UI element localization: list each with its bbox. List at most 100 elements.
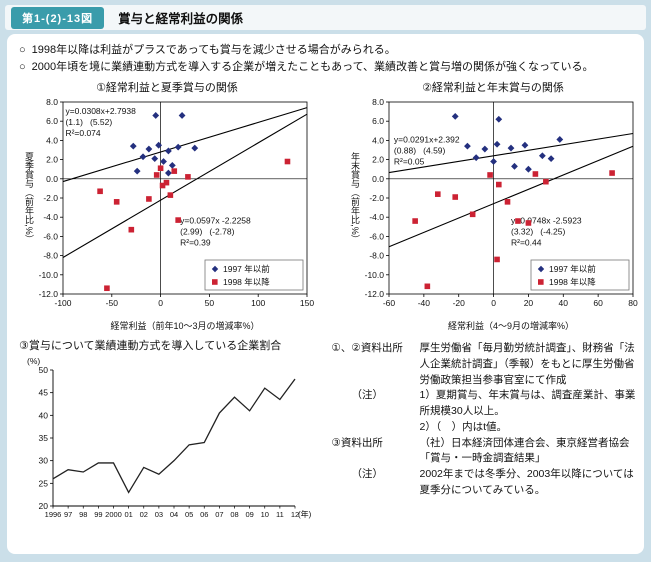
y-tick-label: 0.0	[372, 174, 384, 184]
legend-label: 1997 年以前	[549, 264, 596, 274]
regression-annotation: (1.1) (5.52)	[65, 117, 112, 127]
x-tick-label: 07	[215, 510, 223, 519]
x-tick-label: 02	[140, 510, 148, 519]
x-tick-label: 2000	[105, 510, 122, 519]
data-point	[153, 172, 160, 178]
data-point	[515, 218, 521, 224]
y-tick-label: 2.0	[372, 155, 384, 165]
data-point	[113, 199, 120, 205]
legend-label: 1998 年以降	[223, 277, 270, 287]
data-point	[490, 158, 497, 166]
data-point	[507, 144, 515, 152]
x-tick-label: -40	[418, 298, 431, 308]
y-tick-label: -4.0	[43, 212, 58, 222]
y-tick-label: 4.0	[372, 135, 384, 145]
x-tick-label: -50	[106, 298, 119, 308]
data-point	[543, 178, 549, 185]
note-row-source-1: ①、②資料出所 厚生労働省「毎月勤労統計調査」、財務省「法人企業統計調査」（季報…	[332, 341, 636, 388]
data-point	[493, 140, 501, 148]
data-point	[152, 112, 160, 119]
x-tick-label: 99	[94, 510, 102, 519]
data-point	[155, 141, 163, 149]
data-point	[175, 217, 181, 223]
x-tick-label: 100	[251, 298, 265, 308]
x-tick-label: 0	[491, 298, 496, 308]
data-point	[160, 158, 167, 166]
data-point	[133, 167, 141, 175]
data-point	[469, 211, 476, 218]
y-tick-label: -6.0	[369, 231, 384, 241]
x-tick-label: 50	[205, 298, 215, 308]
y-tick-label: -10.0	[39, 270, 59, 280]
data-point	[168, 162, 176, 169]
y-tick-label: 0.0	[46, 174, 58, 184]
chart2-title: ②経常利益と年末賞与の関係	[422, 82, 564, 95]
x-tick-label: 150	[300, 298, 314, 308]
data-point	[424, 283, 431, 290]
y-tick-label: 6.0	[372, 116, 384, 126]
trend-line	[388, 145, 634, 248]
x-tick-label: 12	[291, 510, 299, 519]
bullet-marker: ○	[19, 44, 26, 56]
content-panel: ○ 1998年以降は利益がプラスであっても賞与を減少させる場合がみられる。 ○ …	[7, 34, 644, 554]
regression-annotation: R²=0.39	[180, 237, 211, 247]
y-tick-label: 35	[39, 433, 49, 443]
bottom-row: ③賞与について業績連動方式を導入している企業割合 50 45 40 35 30 25 20 1…	[19, 339, 636, 535]
summary-bullet-1: ○ 1998年以降は利益がプラスであっても賞与を減少させる場合がみられる。	[19, 42, 636, 59]
note-text: 2）（ ）内はt値。	[419, 420, 508, 433]
x-tick-label: 80	[628, 298, 638, 308]
data-point	[128, 226, 135, 233]
x-tick-label: 11	[276, 510, 284, 519]
trend-line	[62, 113, 308, 259]
summary-bullet-2: ○ 2000年頃を境に業績連動方式を導入する企業が増えたこともあって、業績改善と…	[19, 59, 636, 76]
note-label: （注）	[351, 389, 384, 402]
x-tick-label: 10	[261, 510, 269, 519]
data-point	[178, 112, 186, 119]
y-tick-label: -10.0	[365, 270, 385, 280]
data-point	[191, 144, 199, 152]
y-tick-label: 8.0	[372, 97, 384, 107]
bullet-text-1: 1998年以降は利益がプラスであっても賞与を減少させる場合がみられる。	[31, 44, 396, 56]
regression-annotation: (3.32) (-4.25)	[511, 226, 565, 236]
data-point	[171, 168, 178, 175]
data-point	[185, 174, 191, 180]
data-point	[525, 220, 532, 226]
data-point	[157, 165, 164, 172]
x-axis-title: 経常利益（4～9月の増減率%）	[448, 320, 574, 331]
regression-annotation: R²=0.05	[394, 157, 425, 167]
chart3-title: ③賞与について業績連動方式を導入している企業割合	[19, 340, 282, 353]
y-tick-label: -4.0	[369, 212, 384, 222]
note-row-note-1: （注） 1）夏期賞与、年末賞与は、調査産業計、事業所規模30人以上。	[332, 388, 636, 420]
data-point	[547, 155, 555, 163]
legend	[204, 259, 304, 291]
data-point	[525, 165, 532, 173]
data-point	[159, 182, 166, 189]
note-label	[332, 420, 420, 436]
regression-annotation: (2.99) (-2.78)	[180, 226, 234, 236]
data-point	[452, 194, 459, 200]
data-point	[496, 181, 502, 188]
y-tick-label: 45	[39, 388, 49, 398]
note-label: ①、②資料出所	[331, 342, 403, 355]
x-axis-unit: (年)	[298, 509, 312, 519]
note-text: 2002年までは冬季分、2003年以降については夏季分についてみている。	[419, 468, 634, 496]
data-point	[151, 155, 159, 163]
y-axis-unit: (%)	[27, 356, 40, 366]
legend	[530, 259, 630, 291]
y-tick-label: -12.0	[39, 289, 59, 299]
series-line	[52, 378, 296, 494]
regression-annotation: (0.88) (4.59)	[394, 146, 446, 156]
x-axis-title: 経常利益（前年10～3月の増減率%）	[110, 320, 259, 331]
data-point	[481, 145, 489, 153]
x-tick-label: 20	[524, 298, 534, 308]
x-tick-label: 1996	[45, 510, 62, 519]
x-tick-label: 97	[64, 510, 72, 519]
y-tick-label: 50	[39, 365, 49, 375]
data-point	[167, 192, 174, 199]
note-text: 1）夏期賞与、年末賞与は、調査産業計、事業所規模30人以上。	[419, 389, 636, 418]
legend-label: 1997 年以前	[223, 264, 270, 274]
note-label: （注）	[351, 468, 384, 481]
note-text: 厚生労働省「毎月勤労統計調査」、財務省「法人企業統計調査」（季報）をもとに厚生労…	[419, 342, 635, 386]
scatter-charts-row: ①経常利益と夏季賞与の関係 8.0 6.0 4.0 2.0 0.0 -2.0 -4.0 -6.…	[19, 81, 638, 337]
